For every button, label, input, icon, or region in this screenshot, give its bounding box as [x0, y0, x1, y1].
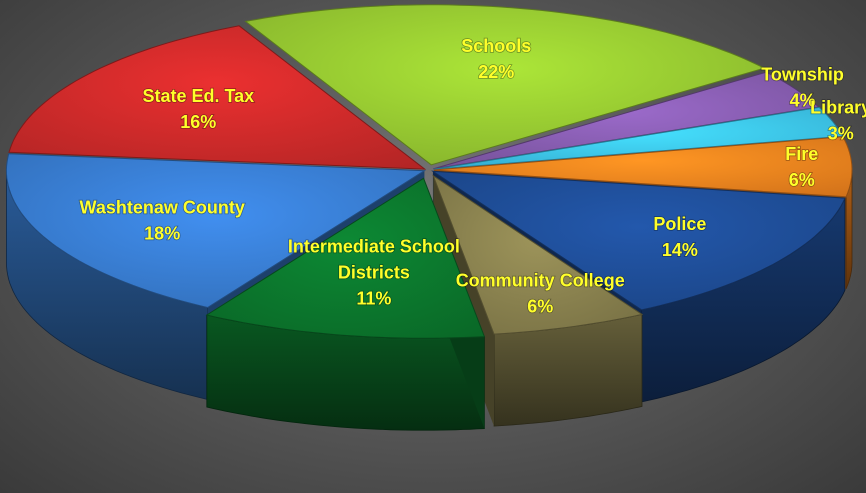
label-name-police: Police [653, 214, 706, 234]
pie-tops [5, 4, 853, 339]
slice-community-college [432, 174, 644, 335]
slice-fire [433, 136, 853, 198]
label-intermediate-school-districts: Intermediate School Districts 11% [288, 236, 460, 308]
label-value-state-ed-tax: 16% [180, 112, 216, 132]
slice-washtenaw-county [5, 153, 427, 309]
label-township: Township 4% [761, 64, 844, 110]
slice-schools [244, 4, 766, 166]
slice-state-ed-tax [8, 25, 427, 170]
label-name-intermediate-school-districts-0: Intermediate School [288, 236, 460, 256]
label-name-fire: Fire [785, 144, 818, 164]
label-value-intermediate-school-districts: 11% [356, 288, 391, 308]
label-value-police: 14% [662, 240, 698, 260]
label-state-ed-tax: State Ed. Tax 16% [142, 86, 254, 132]
label-name-township: Township [761, 64, 844, 84]
label-library: Library 3% [810, 98, 866, 144]
slice-township [433, 71, 820, 170]
label-name-library: Library [810, 98, 866, 118]
label-name-intermediate-school-districts-1: Districts [338, 262, 410, 282]
label-value-library: 3% [828, 124, 854, 144]
label-name-state-ed-tax: State Ed. Tax [142, 86, 254, 106]
slice-police [431, 170, 846, 311]
label-name-schools: Schools [461, 36, 531, 56]
label-police: Police 14% [653, 214, 706, 260]
label-value-washtenaw-county: 18% [144, 223, 180, 243]
label-value-schools: 22% [478, 62, 514, 82]
label-value-community-college: 6% [527, 297, 553, 317]
label-name-washtenaw-county: Washtenaw County [80, 197, 245, 217]
label-name-community-college: Community College [456, 271, 625, 291]
label-value-township: 4% [790, 90, 816, 110]
pie-labels: Schools 22% Township 4%Library 3% Fire 6% Polic… [79, 35, 866, 317]
label-value-fire: 6% [789, 170, 815, 190]
label-fire: Fire 6% [785, 144, 818, 190]
slice-library [433, 106, 844, 170]
label-schools: Schools 22% [461, 36, 531, 82]
label-washtenaw-county: Washtenaw County 18% [80, 197, 245, 243]
label-community-college: Community College 6% [456, 271, 625, 317]
slice-intermediate-school-districts [205, 177, 486, 339]
